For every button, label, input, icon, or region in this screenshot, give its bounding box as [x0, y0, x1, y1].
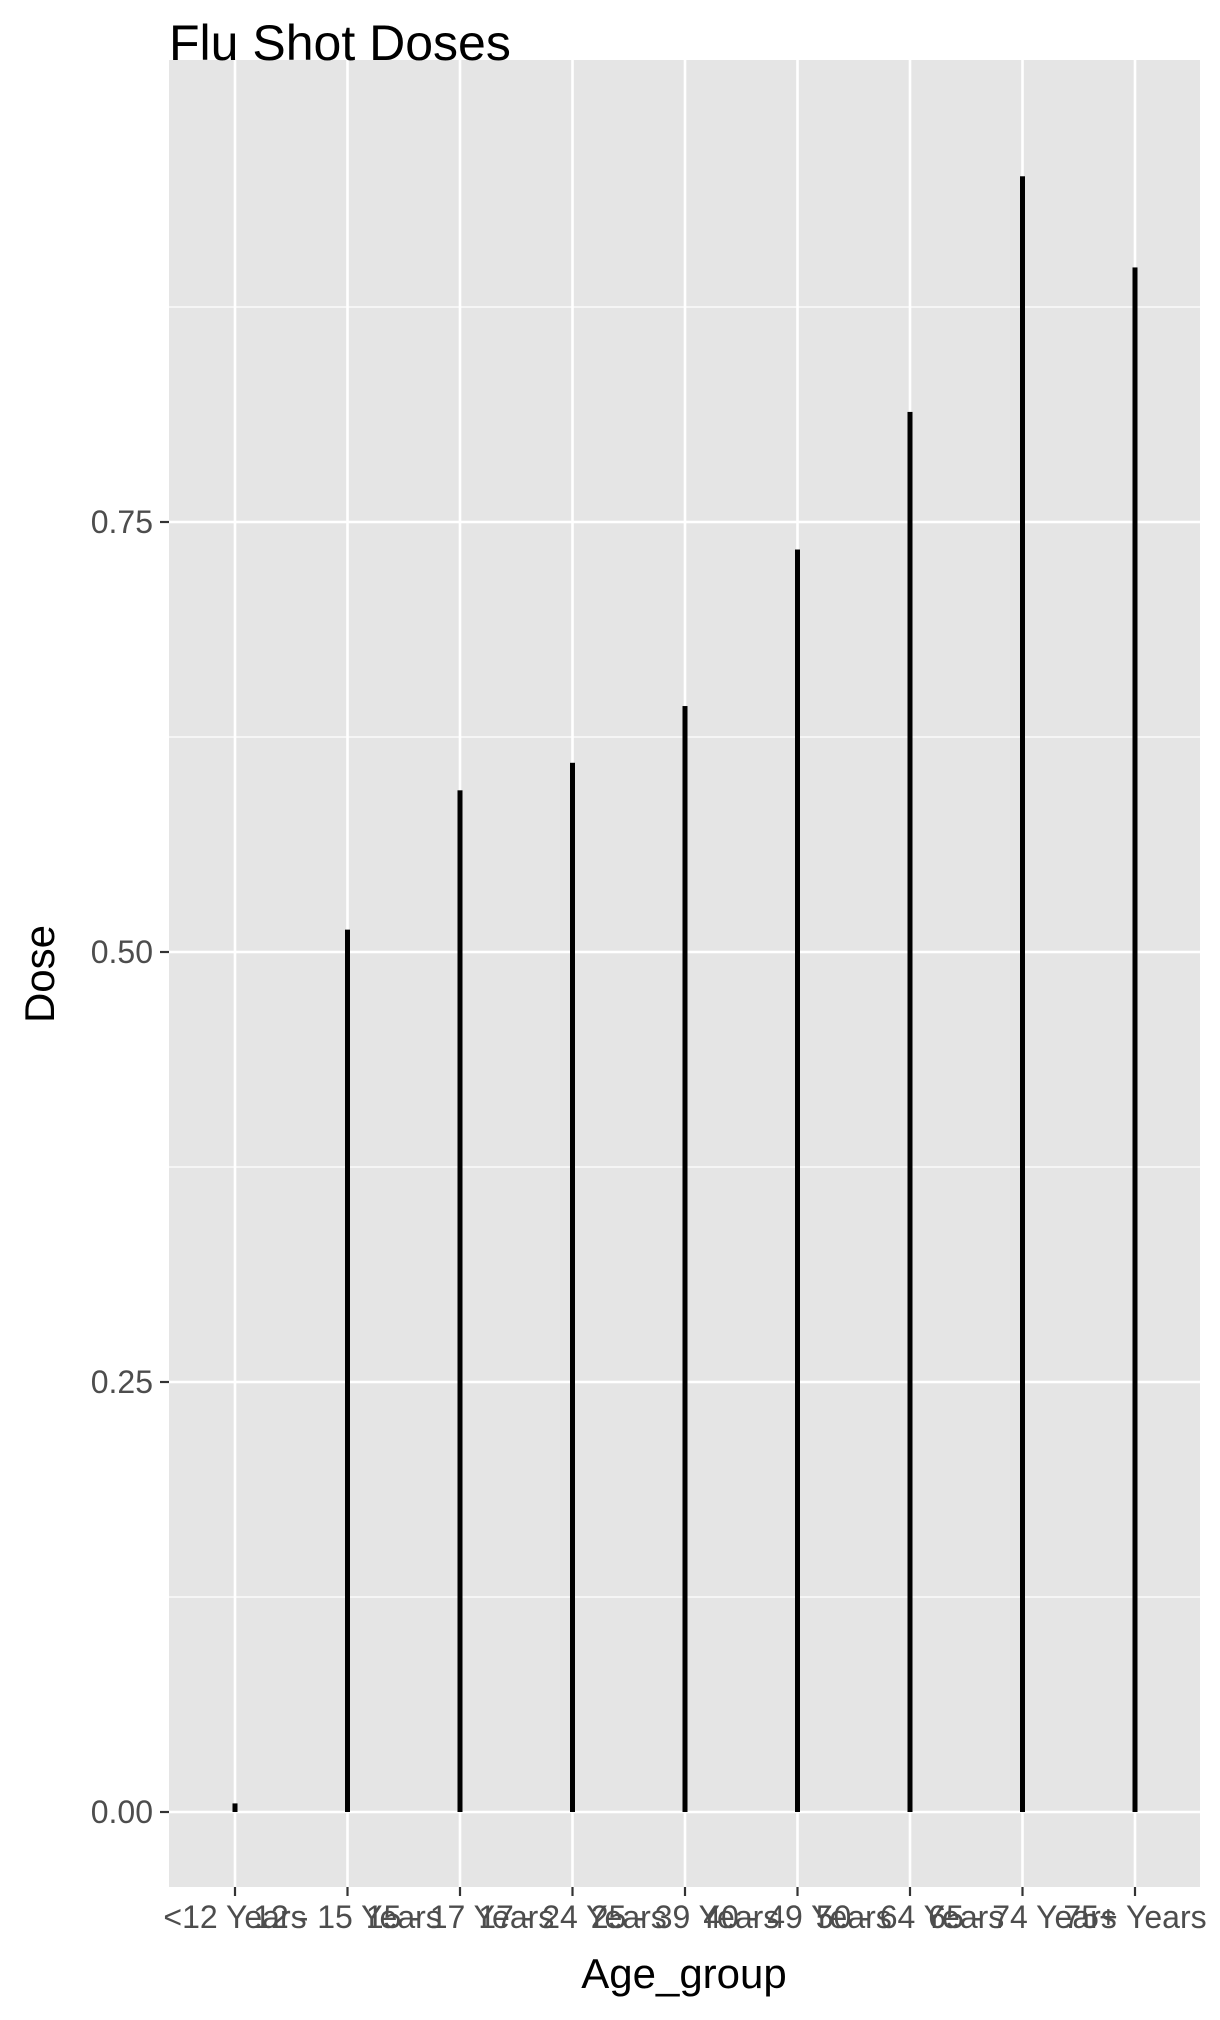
bars: [232, 176, 1138, 1813]
x-tick-label: 25 - 39 Years: [591, 1899, 780, 1935]
bar: [795, 549, 800, 1812]
x-tick-label: 75+ Years: [1063, 1899, 1206, 1935]
chart-title: Flu Shot Doses: [169, 15, 511, 71]
bar: [907, 411, 913, 1812]
x-tick-label: 65 - 74 Years: [928, 1899, 1117, 1935]
y-tick-label: 0.25: [91, 1364, 153, 1400]
bar: [457, 790, 463, 1812]
x-tick-label: 17 - 24 Years: [478, 1899, 667, 1935]
y-tick-label: 0.00: [91, 1794, 153, 1830]
bar: [570, 762, 575, 1812]
y-axis: 0.00 0.25 0.50 0.75: [91, 504, 169, 1830]
y-tick-label: 0.75: [91, 504, 153, 540]
bar: [1020, 176, 1025, 1812]
x-tick-label: 40 - 49 Years: [703, 1899, 892, 1935]
y-tick-label: 0.50: [91, 934, 153, 970]
bar: [1132, 267, 1138, 1813]
x-tick-label: 15 - 17 Years: [366, 1899, 555, 1935]
x-tick-label: <12 Years: [163, 1899, 306, 1935]
bar: [345, 929, 350, 1812]
bar: [232, 1803, 238, 1812]
x-tick-label: 12 - 15 Years: [253, 1899, 442, 1935]
y-axis-title: Dose: [16, 925, 63, 1023]
x-axis-title: Age_group: [581, 1950, 787, 1997]
x-tick-label: 50 - 64 Years: [816, 1899, 1005, 1935]
bar: [682, 706, 688, 1812]
